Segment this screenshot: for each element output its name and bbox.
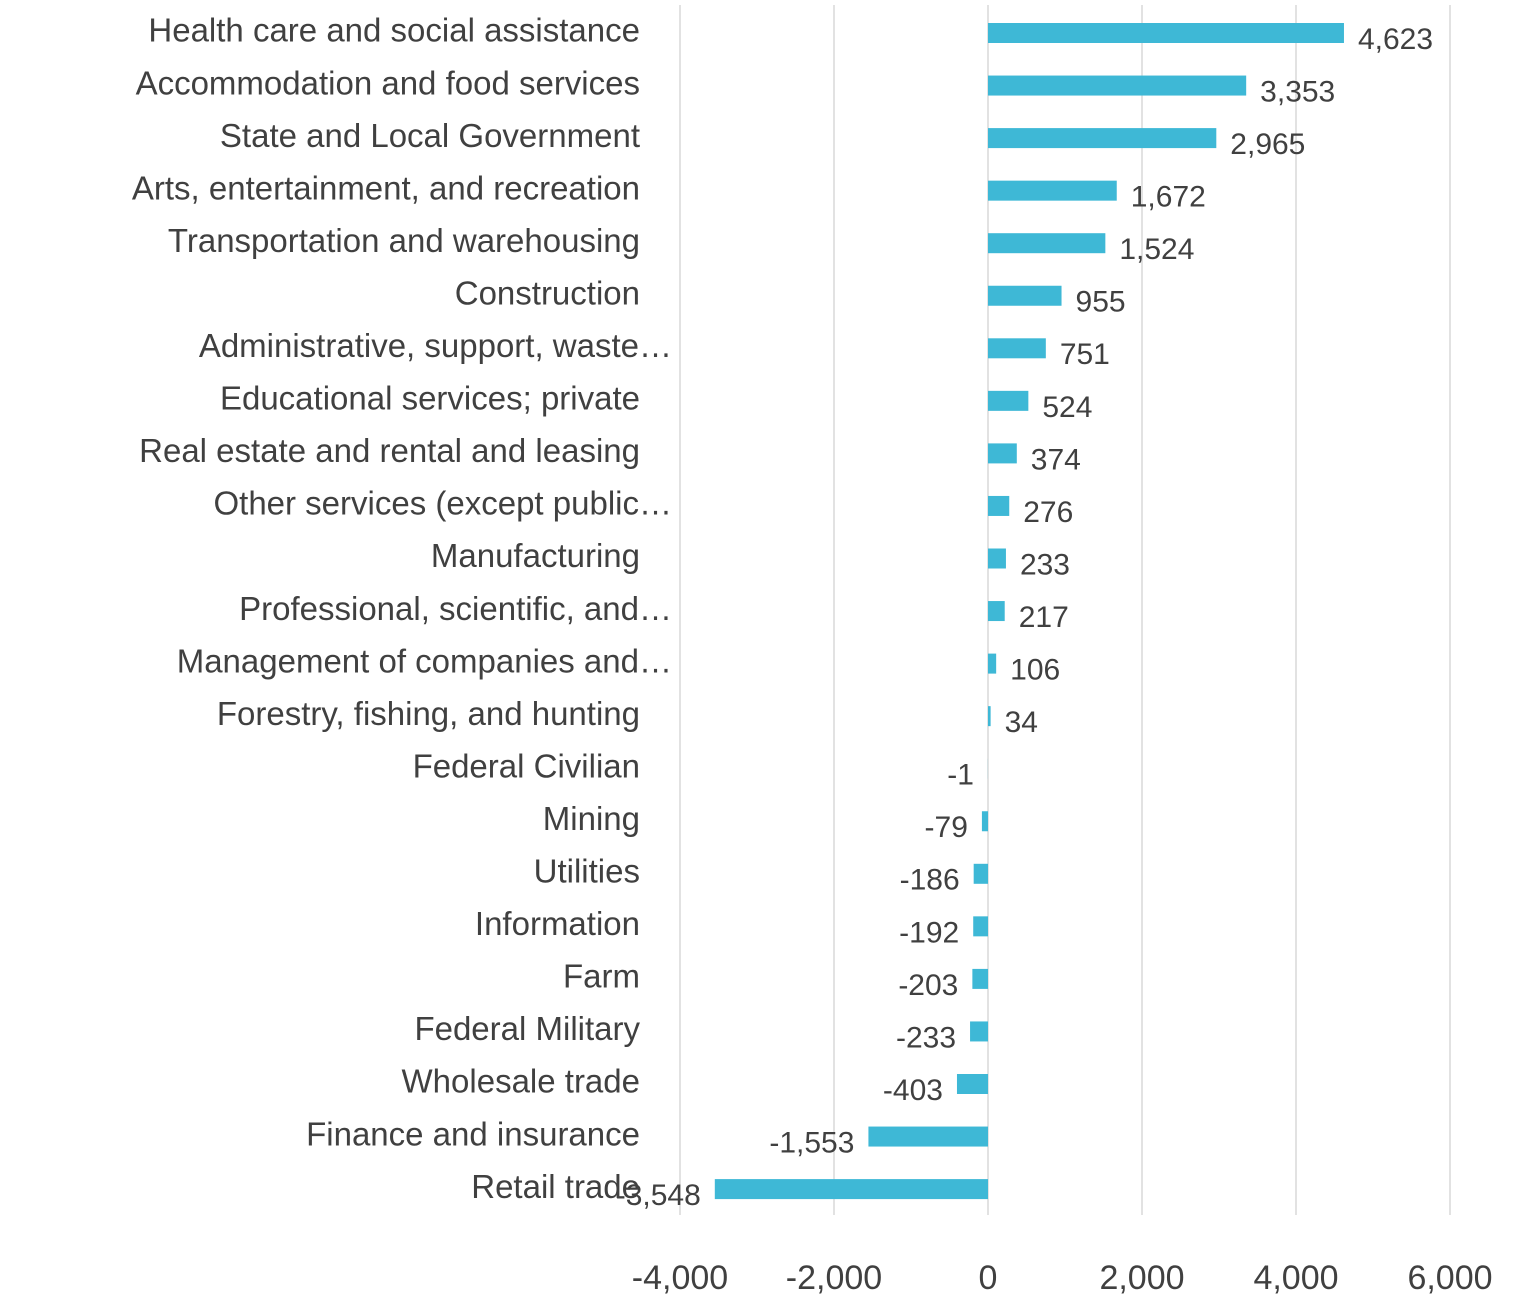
bar xyxy=(988,180,1117,201)
bar xyxy=(988,495,1010,516)
value-label: 4,623 xyxy=(1358,23,1433,56)
value-label: -233 xyxy=(896,1021,956,1054)
value-label: -203 xyxy=(898,969,958,1002)
category-label: Health care and social assistance xyxy=(148,12,640,49)
x-tick-label: -4,000 xyxy=(632,1259,728,1297)
bar xyxy=(972,968,988,989)
value-label: 955 xyxy=(1076,286,1126,319)
value-label: -186 xyxy=(900,864,960,897)
value-label: -1,553 xyxy=(769,1126,854,1159)
bar xyxy=(988,23,1344,43)
value-label: 2,965 xyxy=(1230,128,1305,161)
category-label: Educational services; private xyxy=(220,380,640,417)
category-label: Arts, entertainment, and recreation xyxy=(132,169,640,206)
bar xyxy=(988,601,1005,622)
category-label: Management of companies and… xyxy=(177,642,672,679)
category-label: Finance and insurance xyxy=(306,1115,640,1152)
x-tick-label: 0 xyxy=(979,1259,998,1297)
value-label: -3,548 xyxy=(616,1179,701,1212)
value-label: 751 xyxy=(1060,338,1110,371)
value-label: 1,672 xyxy=(1131,181,1206,214)
value-label: 374 xyxy=(1031,443,1081,476)
category-label: Utilities xyxy=(534,853,640,890)
bar xyxy=(988,653,997,674)
bar xyxy=(988,233,1106,254)
x-tick-label: 2,000 xyxy=(1099,1259,1184,1297)
bar xyxy=(988,706,991,727)
bar xyxy=(988,443,1017,464)
value-label: -192 xyxy=(899,916,959,949)
category-label: Other services (except public… xyxy=(213,485,672,522)
category-label: State and Local Government xyxy=(220,117,640,154)
bar xyxy=(868,1126,988,1147)
value-label: 524 xyxy=(1042,391,1092,424)
category-label: Professional, scientific, and… xyxy=(239,590,672,627)
bar xyxy=(988,390,1029,411)
bar xyxy=(988,128,1217,149)
bar xyxy=(988,548,1006,569)
value-label: 106 xyxy=(1010,654,1060,687)
bar xyxy=(988,285,1062,306)
category-label: Construction xyxy=(455,274,640,311)
category-label: Manufacturing xyxy=(431,537,640,574)
category-label: Real estate and rental and leasing xyxy=(139,432,640,469)
category-label: Wholesale trade xyxy=(402,1063,640,1100)
category-label: Federal Civilian xyxy=(413,747,640,784)
category-label: Retail trade xyxy=(471,1168,640,1205)
value-label: 276 xyxy=(1023,496,1073,529)
value-label: 34 xyxy=(1005,706,1038,739)
bar xyxy=(981,811,988,832)
category-label: Accommodation and food services xyxy=(136,64,640,101)
bar xyxy=(988,75,1247,96)
category-label: Forestry, fishing, and hunting xyxy=(217,695,640,732)
value-label: -79 xyxy=(925,811,968,844)
category-label: Information xyxy=(475,905,640,942)
bar xyxy=(956,1074,988,1094)
category-label: Transportation and warehousing xyxy=(168,222,640,259)
bar xyxy=(970,1021,988,1042)
x-tick-label: -2,000 xyxy=(786,1259,882,1297)
value-label: 1,524 xyxy=(1119,233,1194,266)
x-tick-label: 6,000 xyxy=(1407,1259,1492,1297)
bar xyxy=(988,338,1046,359)
category-label: Administrative, support, waste… xyxy=(199,327,672,364)
category-label: Federal Military xyxy=(414,1010,640,1047)
value-label: 3,353 xyxy=(1260,75,1335,108)
value-label: -1 xyxy=(947,759,974,792)
bar xyxy=(973,916,988,937)
value-label: 217 xyxy=(1019,601,1069,634)
x-tick-label: 4,000 xyxy=(1253,1259,1338,1297)
value-label: -403 xyxy=(883,1074,943,1107)
category-label: Mining xyxy=(543,800,640,837)
bar xyxy=(714,1179,988,1200)
bar xyxy=(973,863,988,884)
category-label: Farm xyxy=(563,958,640,995)
value-label: 233 xyxy=(1020,548,1070,581)
